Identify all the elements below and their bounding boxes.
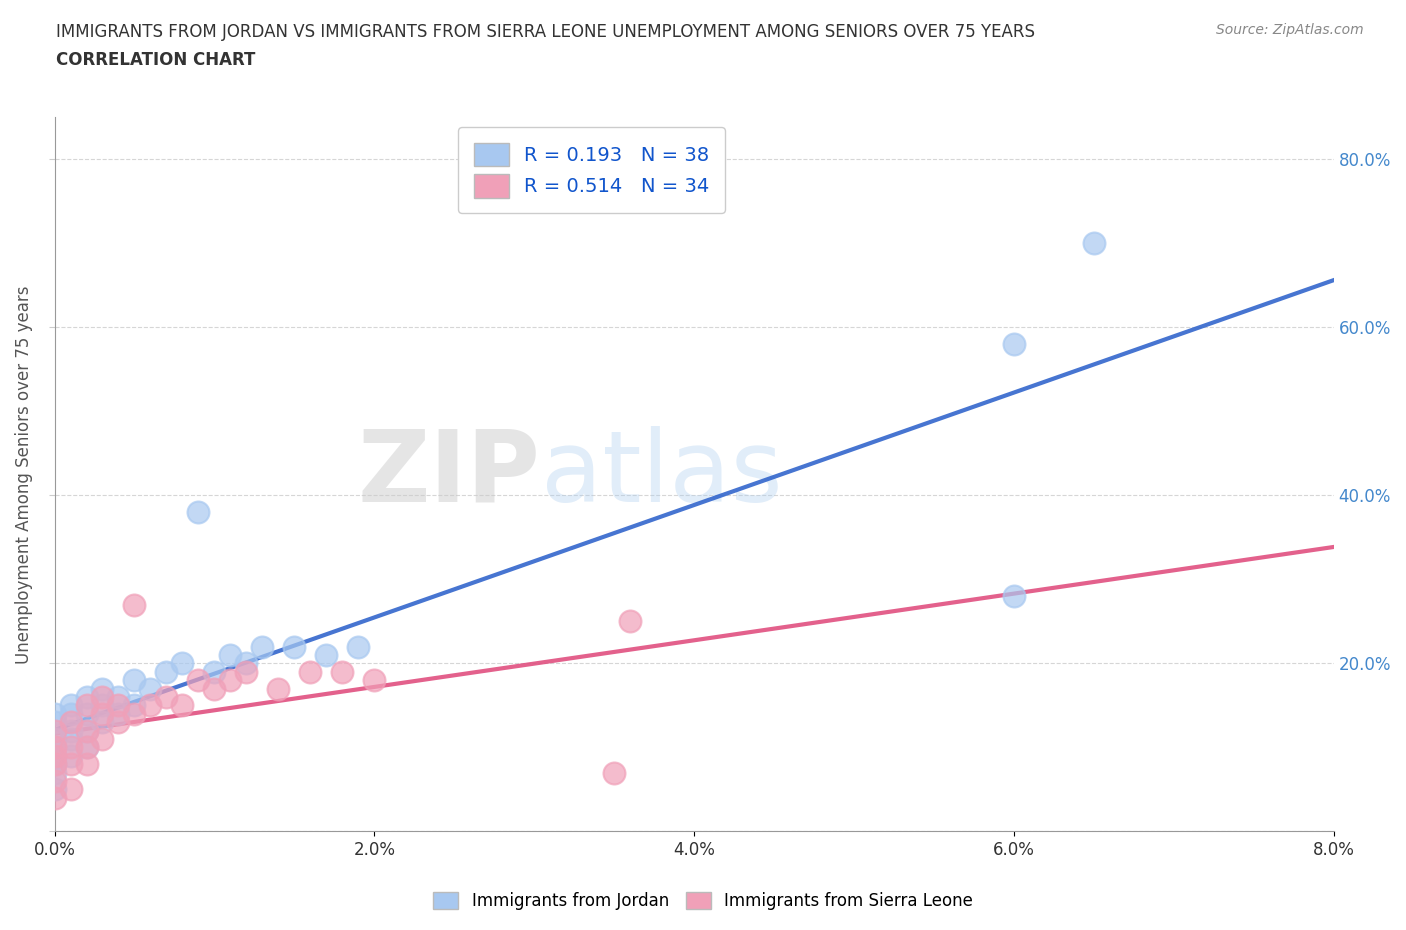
Point [619,614,641,629]
Point [204,681,226,696]
Point [44,740,66,755]
Point [139,698,162,713]
Point [44,757,66,772]
Point [283,639,305,654]
Point [235,664,257,679]
Point [1002,337,1025,352]
Point [76,724,98,738]
Point [76,740,98,755]
Point [219,672,242,687]
Y-axis label: Unemployment Among Seniors over 75 years: Unemployment Among Seniors over 75 years [15,286,32,664]
Point [107,707,129,722]
Point [155,664,177,679]
Point [76,724,98,738]
Text: Source: ZipAtlas.com: Source: ZipAtlas.com [1216,23,1364,37]
Text: CORRELATION CHART: CORRELATION CHART [56,51,256,69]
Legend: R = 0.193   N = 38, R = 0.514   N = 34: R = 0.193 N = 38, R = 0.514 N = 34 [458,127,725,213]
Point [59,715,82,730]
Point [44,765,66,780]
Point [187,672,209,687]
Text: IMMIGRANTS FROM JORDAN VS IMMIGRANTS FROM SIERRA LEONE UNEMPLOYMENT AMONG SENIOR: IMMIGRANTS FROM JORDAN VS IMMIGRANTS FRO… [56,23,1035,41]
Point [44,724,66,738]
Point [124,597,146,612]
Point [172,698,194,713]
Point [124,707,146,722]
Point [59,757,82,772]
Text: atlas: atlas [540,426,782,523]
Point [76,698,98,713]
Point [44,707,66,722]
Point [1083,236,1105,251]
Point [603,765,626,780]
Point [187,505,209,520]
Point [44,740,66,755]
Point [76,740,98,755]
Point [347,639,370,654]
Point [44,782,66,797]
Point [91,707,114,722]
Point [44,749,66,764]
Point [124,698,146,713]
Point [219,647,242,662]
Point [235,656,257,671]
Point [299,664,322,679]
Point [267,681,290,696]
Point [44,757,66,772]
Point [315,647,337,662]
Point [155,690,177,705]
Legend: Immigrants from Jordan, Immigrants from Sierra Leone: Immigrants from Jordan, Immigrants from … [426,885,980,917]
Point [107,690,129,705]
Point [59,707,82,722]
Point [91,715,114,730]
Point [44,790,66,805]
Point [59,782,82,797]
Point [44,749,66,764]
Point [59,724,82,738]
Point [107,715,129,730]
Point [44,715,66,730]
Point [59,749,82,764]
Point [59,732,82,747]
Point [204,664,226,679]
Point [44,732,66,747]
Text: ZIP: ZIP [357,426,540,523]
Point [124,672,146,687]
Point [139,681,162,696]
Point [59,698,82,713]
Point [76,690,98,705]
Point [91,732,114,747]
Point [107,698,129,713]
Point [363,672,385,687]
Point [59,740,82,755]
Point [252,639,274,654]
Point [76,757,98,772]
Point [330,664,353,679]
Point [172,656,194,671]
Point [91,681,114,696]
Point [91,698,114,713]
Point [44,774,66,789]
Point [1002,589,1025,604]
Point [76,707,98,722]
Point [91,690,114,705]
